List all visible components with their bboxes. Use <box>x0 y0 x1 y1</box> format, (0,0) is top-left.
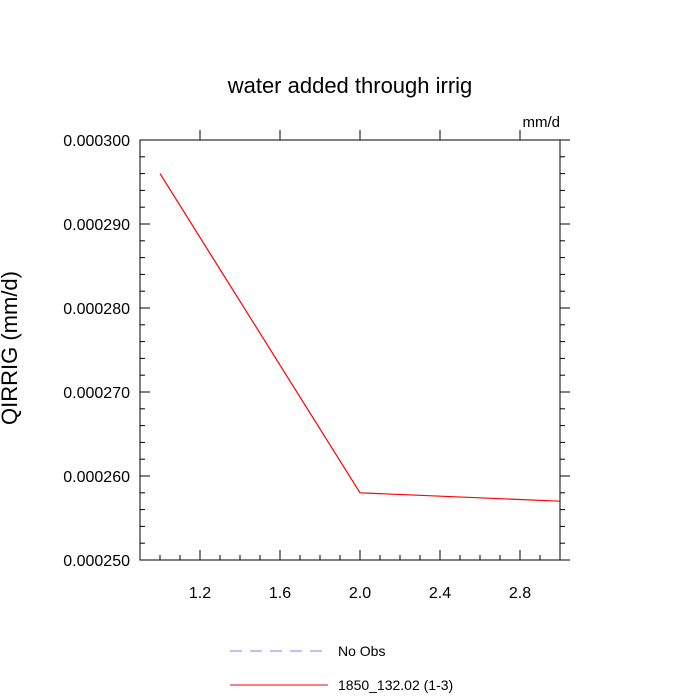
x-tick-label: 2.8 <box>509 585 531 602</box>
series-layer <box>159 173 561 502</box>
chart-title: water added through irrig <box>227 73 473 98</box>
y-tick-label: 0.000270 <box>63 385 130 402</box>
y-tick-label: 0.000290 <box>63 217 130 234</box>
plot-frame <box>139 139 561 561</box>
legend: No Obs 1850_132.02 (1-3) <box>230 643 453 693</box>
x-tick-label: 1.2 <box>189 585 211 602</box>
legend-label: No Obs <box>338 643 385 659</box>
y-axis-label: QIRRIG (mm/d) <box>0 271 22 425</box>
legend-label: 1850_132.02 (1-3) <box>338 677 453 693</box>
units-label: mm/d <box>523 114 561 131</box>
x-tick-label: 2.0 <box>349 585 371 602</box>
series-line <box>159 173 561 502</box>
axes: 1.2 1.6 2.0 2.4 2.8 0.000250 0.000260 0.000270 0… <box>63 130 570 602</box>
y-tick-label: 0.000250 <box>63 553 130 570</box>
x-tick-label: 2.4 <box>429 585 451 602</box>
y-tick-label: 0.000280 <box>63 301 130 318</box>
y-tick-label: 0.000260 <box>63 469 130 486</box>
x-tick-label: 1.6 <box>269 585 291 602</box>
y-tick-label: 0.000300 <box>63 133 130 150</box>
